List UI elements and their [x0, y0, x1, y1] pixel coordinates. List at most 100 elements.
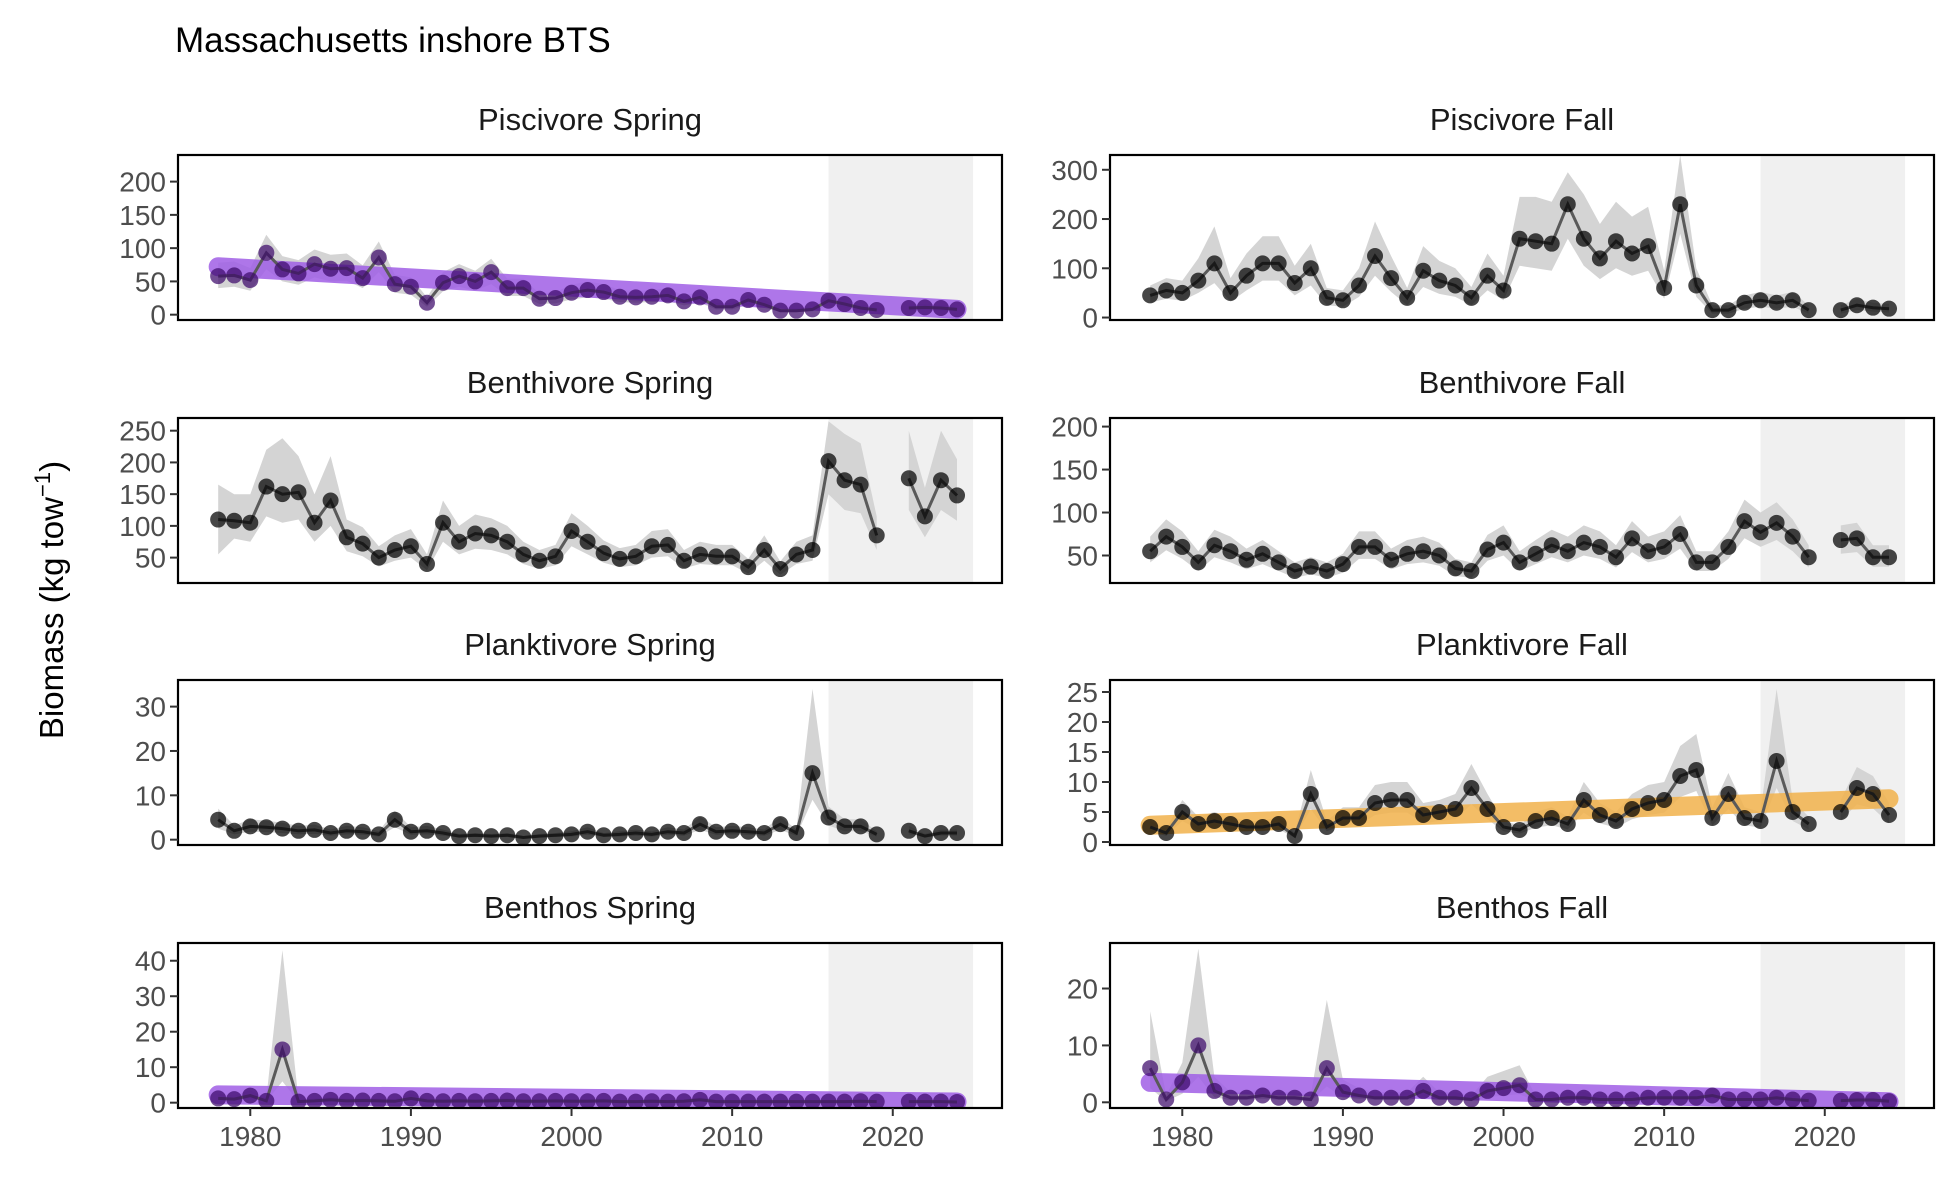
panel-border [176, 678, 1004, 847]
data-point [675, 1093, 692, 1108]
data-point [1752, 1091, 1769, 1108]
y-tick-label: 10 [1067, 767, 1098, 798]
data-point [627, 548, 644, 565]
data-point [852, 300, 869, 317]
data-point [724, 548, 741, 565]
data-point [1254, 819, 1271, 835]
data-point [467, 1093, 484, 1108]
y-tick-label: 40 [135, 946, 166, 977]
data-point [563, 522, 580, 539]
data-point [1254, 1087, 1271, 1104]
data-point [820, 292, 837, 309]
data-point [547, 827, 564, 844]
data-point [1559, 816, 1576, 832]
recent-window-shade [1760, 943, 1906, 1108]
data-point [1158, 528, 1175, 545]
data-point [1575, 534, 1592, 551]
data-point [611, 1093, 628, 1108]
data-point [354, 1092, 371, 1108]
data-point [386, 276, 403, 293]
recent-window-shade [1760, 155, 1906, 320]
data-point [242, 818, 259, 835]
series-line [1840, 303, 1890, 312]
data-point [675, 552, 692, 569]
panel-title: Benthos Fall [1436, 890, 1608, 925]
data-point [338, 1092, 355, 1108]
data-point [370, 1092, 387, 1108]
data-point [354, 535, 371, 552]
data-point [1190, 1037, 1207, 1054]
data-point [1367, 1089, 1384, 1106]
panel-title: Benthos Spring [484, 890, 696, 925]
data-point [1640, 1089, 1657, 1106]
data-point [435, 825, 452, 842]
data-point [418, 822, 435, 839]
data-point [226, 512, 243, 529]
data-point [1527, 545, 1544, 562]
panel-border [1108, 678, 1936, 847]
data-point [836, 818, 853, 835]
y-tick-label: 5 [1082, 797, 1098, 828]
data-point [1800, 549, 1817, 566]
data-point [306, 821, 323, 838]
y-tick-label: 0 [150, 1088, 166, 1119]
data-point [1302, 786, 1319, 802]
data-point [1431, 272, 1448, 289]
panel-border [176, 416, 1004, 585]
data-point [1334, 556, 1351, 573]
data-point [483, 828, 500, 845]
data-point [226, 1091, 243, 1108]
data-point [418, 1092, 435, 1108]
data-point [595, 284, 612, 301]
panel-title: Planktivore Fall [1416, 627, 1628, 662]
data-point [756, 296, 773, 313]
data-point [836, 296, 853, 313]
data-point [1672, 768, 1689, 784]
data-point [579, 1093, 596, 1108]
data-point [515, 280, 532, 297]
data-point [515, 829, 532, 845]
y-tick-label: 10 [135, 1052, 166, 1083]
data-point [1383, 270, 1400, 287]
series-line [1839, 786, 1891, 816]
data-point [499, 827, 516, 844]
data-point [1238, 819, 1255, 835]
y-tick-label: 20 [1067, 707, 1098, 738]
data-point [1736, 513, 1753, 530]
data-point [820, 453, 837, 470]
data-point [1495, 1080, 1512, 1097]
data-point [531, 1093, 548, 1108]
data-point [1463, 780, 1480, 796]
panel-benthos-spring: Benthos Spring 0 10 20 30 40 1980 1990 2000 2010 2… [135, 890, 1004, 1152]
plot-area [210, 680, 974, 845]
data-point [659, 536, 676, 553]
panel-border [1108, 941, 1936, 1110]
data-point [467, 525, 484, 542]
data-point [949, 301, 966, 318]
data-point [1688, 554, 1705, 571]
data-point [258, 1092, 275, 1108]
data-point [1318, 819, 1335, 835]
data-point [1720, 786, 1737, 802]
data-point [740, 559, 757, 576]
data-point [932, 300, 949, 317]
data-point [692, 289, 709, 306]
plot-area [208, 155, 974, 320]
data-point [949, 825, 966, 842]
data-point [1672, 196, 1689, 213]
data-point [1350, 277, 1367, 294]
data-point [1864, 786, 1881, 802]
data-point [1350, 810, 1367, 826]
data-point [900, 300, 917, 317]
data-point [1752, 292, 1769, 309]
data-point [868, 302, 885, 319]
data-point [1479, 267, 1496, 284]
data-point [724, 298, 741, 315]
data-point [1270, 255, 1287, 272]
data-point [1543, 235, 1560, 252]
data-point [659, 823, 676, 840]
data-point [627, 1093, 644, 1108]
data-point [1575, 1089, 1592, 1106]
data-point [499, 1092, 516, 1108]
data-point [306, 256, 323, 273]
